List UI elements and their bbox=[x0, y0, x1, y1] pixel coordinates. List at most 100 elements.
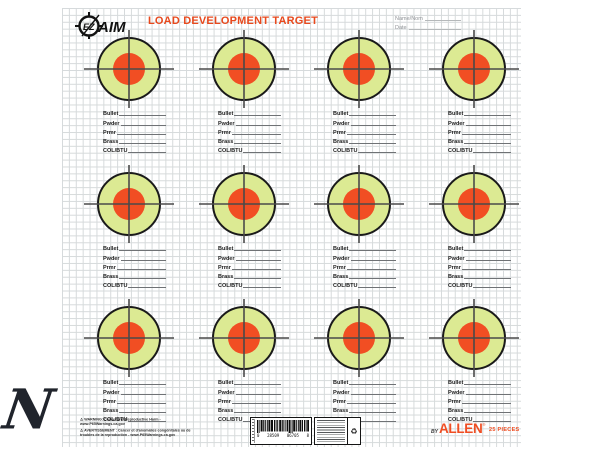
bullseye-target bbox=[429, 299, 519, 377]
target-field-label: COL/BTU bbox=[333, 148, 358, 155]
bullseye-target bbox=[199, 299, 289, 377]
target-field-blank-line bbox=[231, 268, 281, 270]
target-field-blank-line bbox=[464, 143, 511, 145]
load-data-fields: Bullet Pwder Prmr Brass COL/BTU bbox=[218, 377, 281, 423]
target-field-blank-line bbox=[349, 143, 396, 145]
target-field-blank-line bbox=[349, 115, 396, 117]
target-field-row: Prmr bbox=[103, 127, 166, 136]
target-field-label: COL/BTU bbox=[103, 417, 128, 424]
target-field-blank-line bbox=[461, 402, 511, 404]
target-field-label: COL/BTU bbox=[103, 148, 128, 155]
target-field-row: Brass bbox=[218, 405, 281, 414]
target-field-blank-line bbox=[358, 152, 396, 154]
target-field-row: Brass bbox=[103, 405, 166, 414]
target-field-label: Brass bbox=[333, 274, 349, 281]
target-field-blank-line bbox=[119, 384, 166, 386]
n-watermark-logo: N bbox=[0, 376, 59, 442]
target-field-label: Pwder bbox=[448, 255, 465, 262]
target-field-label: Bullet bbox=[103, 246, 119, 253]
target-field-label: Bullet bbox=[103, 380, 119, 387]
target-field-blank-line bbox=[349, 278, 396, 280]
target-field-label: Prmr bbox=[103, 264, 116, 271]
target-field-blank-line bbox=[119, 412, 166, 414]
target-field-row: Brass bbox=[218, 271, 281, 280]
target-field-row: Prmr bbox=[333, 127, 396, 136]
target-field-blank-line bbox=[119, 115, 166, 117]
target-field-blank-line bbox=[464, 384, 511, 386]
target-field-row: Pwder bbox=[103, 386, 166, 396]
target-field-label: Bullet bbox=[218, 111, 234, 118]
target-field-row: Prmr bbox=[218, 396, 281, 405]
target-field-row: Bullet bbox=[448, 377, 511, 386]
target-field-blank-line bbox=[243, 287, 281, 289]
target-field-label: Prmr bbox=[448, 264, 461, 271]
target-field-row: COL/BTU bbox=[448, 280, 511, 289]
target-field-blank-line bbox=[235, 124, 281, 126]
barcode-side-text bbox=[252, 419, 255, 443]
target-field-blank-line bbox=[119, 278, 166, 280]
target-field-row: COL/BTU bbox=[448, 145, 511, 154]
target-field-row: Prmr bbox=[448, 262, 511, 271]
target-field-blank-line bbox=[465, 124, 511, 126]
target-field-blank-line bbox=[235, 259, 281, 261]
target-field-blank-line bbox=[243, 152, 281, 154]
target-field-row: Bullet bbox=[333, 377, 396, 386]
target-field-row: Pwder bbox=[448, 252, 511, 262]
warning-french-text: AVERTISSEMENT : Cancer et d'anomalies co… bbox=[80, 429, 191, 437]
target-field-blank-line bbox=[358, 421, 396, 423]
target-field-row: Prmr bbox=[333, 396, 396, 405]
warning-french: ⚠ AVERTISSEMENT : Cancer et d'anomalies … bbox=[80, 429, 197, 437]
target-field-label: Brass bbox=[448, 139, 464, 146]
target-field-label: COL/BTU bbox=[218, 417, 243, 424]
target-field-label: Bullet bbox=[103, 111, 119, 118]
target-field-label: COL/BTU bbox=[448, 283, 473, 290]
target-field-blank-line bbox=[464, 278, 511, 280]
target-field-label: Prmr bbox=[448, 129, 461, 136]
bullseye-target bbox=[199, 30, 289, 108]
target-field-blank-line bbox=[350, 259, 396, 261]
target-field-row: Brass bbox=[333, 136, 396, 145]
target-field-row: Bullet bbox=[218, 108, 281, 117]
name-label: Name/Nom bbox=[395, 16, 423, 22]
target-field-label: Prmr bbox=[218, 129, 231, 136]
target-field-row: Pwder bbox=[333, 252, 396, 262]
target-field-label: Bullet bbox=[448, 380, 464, 387]
target-field-blank-line bbox=[116, 268, 166, 270]
manufacturer-info-box: ♻ bbox=[314, 417, 361, 445]
target-field-label: Pwder bbox=[448, 389, 465, 396]
target-field-blank-line bbox=[128, 287, 166, 289]
target-field-blank-line bbox=[120, 393, 166, 395]
target-field-blank-line bbox=[464, 250, 511, 252]
target-field-row: Pwder bbox=[218, 117, 281, 127]
prop65-warnings: ⚠ WARNING: Cancer and Reproductive Harm … bbox=[80, 418, 200, 448]
load-data-fields: Bullet Pwder Prmr Brass COL/BTU bbox=[448, 108, 511, 154]
allen-brand-logo: BY ALLEN ® bbox=[431, 421, 485, 436]
target-field-row: COL/BTU bbox=[103, 145, 166, 154]
target-field-label: Pwder bbox=[103, 255, 120, 262]
target-field-label: Prmr bbox=[218, 264, 231, 271]
target-field-label: Bullet bbox=[333, 111, 349, 118]
target-field-label: Bullet bbox=[333, 246, 349, 253]
target-field-row: Brass bbox=[448, 271, 511, 280]
target-field-row: Brass bbox=[333, 405, 396, 414]
target-field-label: Prmr bbox=[333, 264, 346, 271]
target-field-label: Pwder bbox=[103, 389, 120, 396]
name-blank-line bbox=[424, 20, 461, 21]
target-field-blank-line bbox=[349, 412, 396, 414]
bullseye-target bbox=[84, 165, 174, 243]
target-field-blank-line bbox=[119, 250, 166, 252]
target-field-blank-line bbox=[116, 402, 166, 404]
date-blank-line bbox=[408, 29, 461, 30]
target-field-row: COL/BTU bbox=[448, 414, 511, 423]
target-field-label: Pwder bbox=[448, 120, 465, 127]
bullseye-target bbox=[429, 165, 519, 243]
barcode-bars bbox=[257, 420, 309, 433]
target-field-label: Bullet bbox=[333, 380, 349, 387]
load-data-fields: Bullet Pwder Prmr Brass COL/BTU bbox=[103, 243, 166, 289]
target-field-blank-line bbox=[358, 287, 396, 289]
target-field-label: Pwder bbox=[103, 120, 120, 127]
target-field-row: Prmr bbox=[103, 262, 166, 271]
target-field-row: COL/BTU bbox=[333, 145, 396, 154]
target-field-row: Bullet bbox=[448, 108, 511, 117]
